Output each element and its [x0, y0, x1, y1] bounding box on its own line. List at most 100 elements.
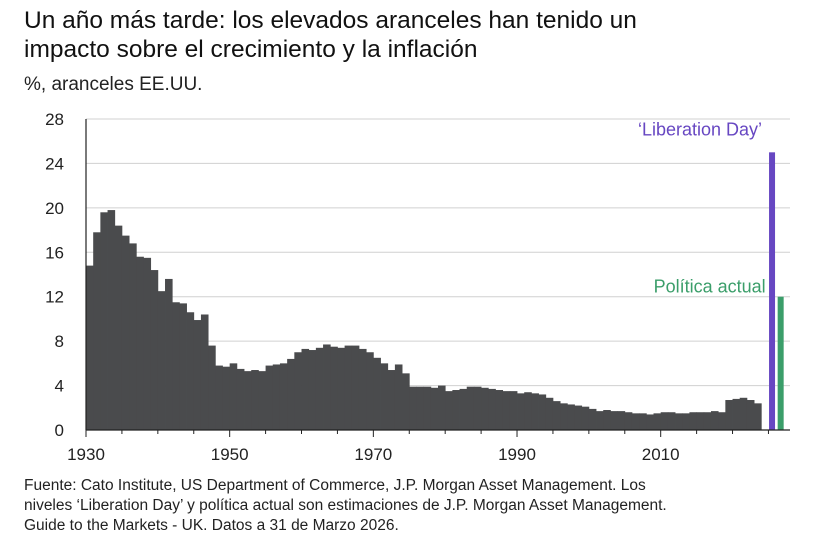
tariff-chart: 0 4 8 12 16 20 24 28 1930 1950 1970 1990 2010 ‘Libe…: [45, 110, 790, 464]
y-tick-label: 12: [45, 288, 64, 307]
bar: [402, 373, 410, 430]
bar: [653, 413, 662, 430]
bar: [495, 390, 504, 430]
bar: [739, 397, 748, 430]
bar: [215, 365, 223, 430]
liberation-day-bar: [769, 152, 776, 431]
bar: [445, 391, 453, 430]
bar: [531, 393, 539, 430]
bar: [301, 348, 310, 430]
y-axis: 0 4 8 12 16 20 24 28: [45, 110, 64, 440]
x-tick-label: 1990: [498, 445, 536, 464]
bar: [710, 411, 719, 430]
bar: [337, 347, 346, 430]
bar: [165, 278, 173, 430]
bar: [438, 385, 446, 430]
x-tick-label: 1930: [67, 445, 105, 464]
bar: [509, 391, 518, 430]
bar: [380, 363, 389, 430]
bar: [186, 312, 195, 430]
bar: [581, 406, 590, 430]
bar: [545, 397, 554, 430]
bar: [718, 412, 726, 430]
chart-subtitle: %, aranceles EE.UU.: [24, 74, 203, 95]
current-policy-label: Política actual: [654, 277, 766, 297]
x-tick-label: 1970: [354, 445, 392, 464]
bar: [524, 392, 532, 430]
bar: [330, 346, 338, 430]
source-footnote: Fuente: Cato Institute, US Department of…: [24, 476, 814, 536]
bar: [265, 365, 274, 430]
bar: [675, 413, 683, 430]
bar: [689, 412, 698, 430]
y-tick-label: 16: [45, 243, 64, 262]
bar: [452, 390, 460, 430]
y-tick-label: 20: [45, 199, 64, 218]
bar: [351, 345, 360, 430]
bar: [258, 371, 266, 430]
bar: [567, 404, 575, 430]
footnote-line-2: niveles ‘Liberation Day’ y política actu…: [24, 497, 667, 514]
chart-title-line-1: Un año más tarde: los elevados aranceles…: [24, 7, 637, 34]
bar: [502, 391, 511, 430]
bar: [473, 386, 482, 430]
x-tick-label: 2010: [642, 445, 680, 464]
bar: [200, 314, 209, 430]
bar: [107, 210, 116, 430]
bar: [279, 363, 288, 430]
x-axis: 1930 1950 1970 1990 2010: [67, 119, 790, 464]
bar: [517, 393, 525, 430]
bar: [481, 387, 489, 430]
y-tick-label: 8: [55, 332, 64, 351]
bar: [150, 270, 159, 430]
bar: [416, 386, 425, 430]
bar: [610, 411, 618, 430]
bar: [251, 370, 259, 430]
bar: [646, 414, 654, 430]
bar: [459, 388, 468, 430]
bar: [754, 403, 762, 430]
bar: [631, 413, 640, 430]
bar: [538, 394, 547, 430]
y-tick-label: 28: [45, 110, 64, 129]
bar: [323, 344, 331, 430]
bar: [294, 352, 302, 430]
bar: [667, 412, 676, 430]
bar: [703, 412, 712, 430]
bar: [466, 386, 475, 430]
bar: [308, 350, 317, 430]
bar: [143, 257, 152, 430]
bar: [387, 370, 396, 430]
x-tick-label: 1950: [211, 445, 249, 464]
chart-title: Un año más tarde: los elevados aranceles…: [24, 6, 814, 64]
bar: [596, 411, 604, 430]
bar: [86, 265, 94, 430]
y-tick-label: 24: [45, 154, 64, 173]
current-policy-bar: [777, 296, 784, 430]
bar: [121, 235, 130, 430]
bar: [552, 401, 561, 430]
bar: [732, 398, 741, 430]
bar: [358, 348, 367, 430]
bar: [287, 358, 295, 430]
y-tick-label: 0: [55, 421, 64, 440]
bar: [588, 408, 597, 430]
bar: [394, 364, 403, 430]
bar: [409, 386, 417, 430]
bar: [193, 320, 202, 430]
bar: [208, 345, 216, 430]
bar: [344, 345, 353, 430]
bar: [373, 357, 381, 430]
bar: [157, 291, 166, 430]
bar: [617, 411, 626, 430]
liberation-day-label: ‘Liberation Day’: [638, 119, 762, 139]
bar: [272, 364, 281, 430]
bar: [366, 352, 374, 430]
bar: [430, 387, 439, 430]
bar: [236, 368, 245, 430]
bar: [660, 412, 669, 430]
bar: [114, 225, 123, 430]
bar: [725, 400, 733, 430]
chart-title-line-2: impacto sobre el crecimiento y la inflac…: [24, 36, 478, 63]
y-tick-label: 4: [55, 377, 64, 396]
